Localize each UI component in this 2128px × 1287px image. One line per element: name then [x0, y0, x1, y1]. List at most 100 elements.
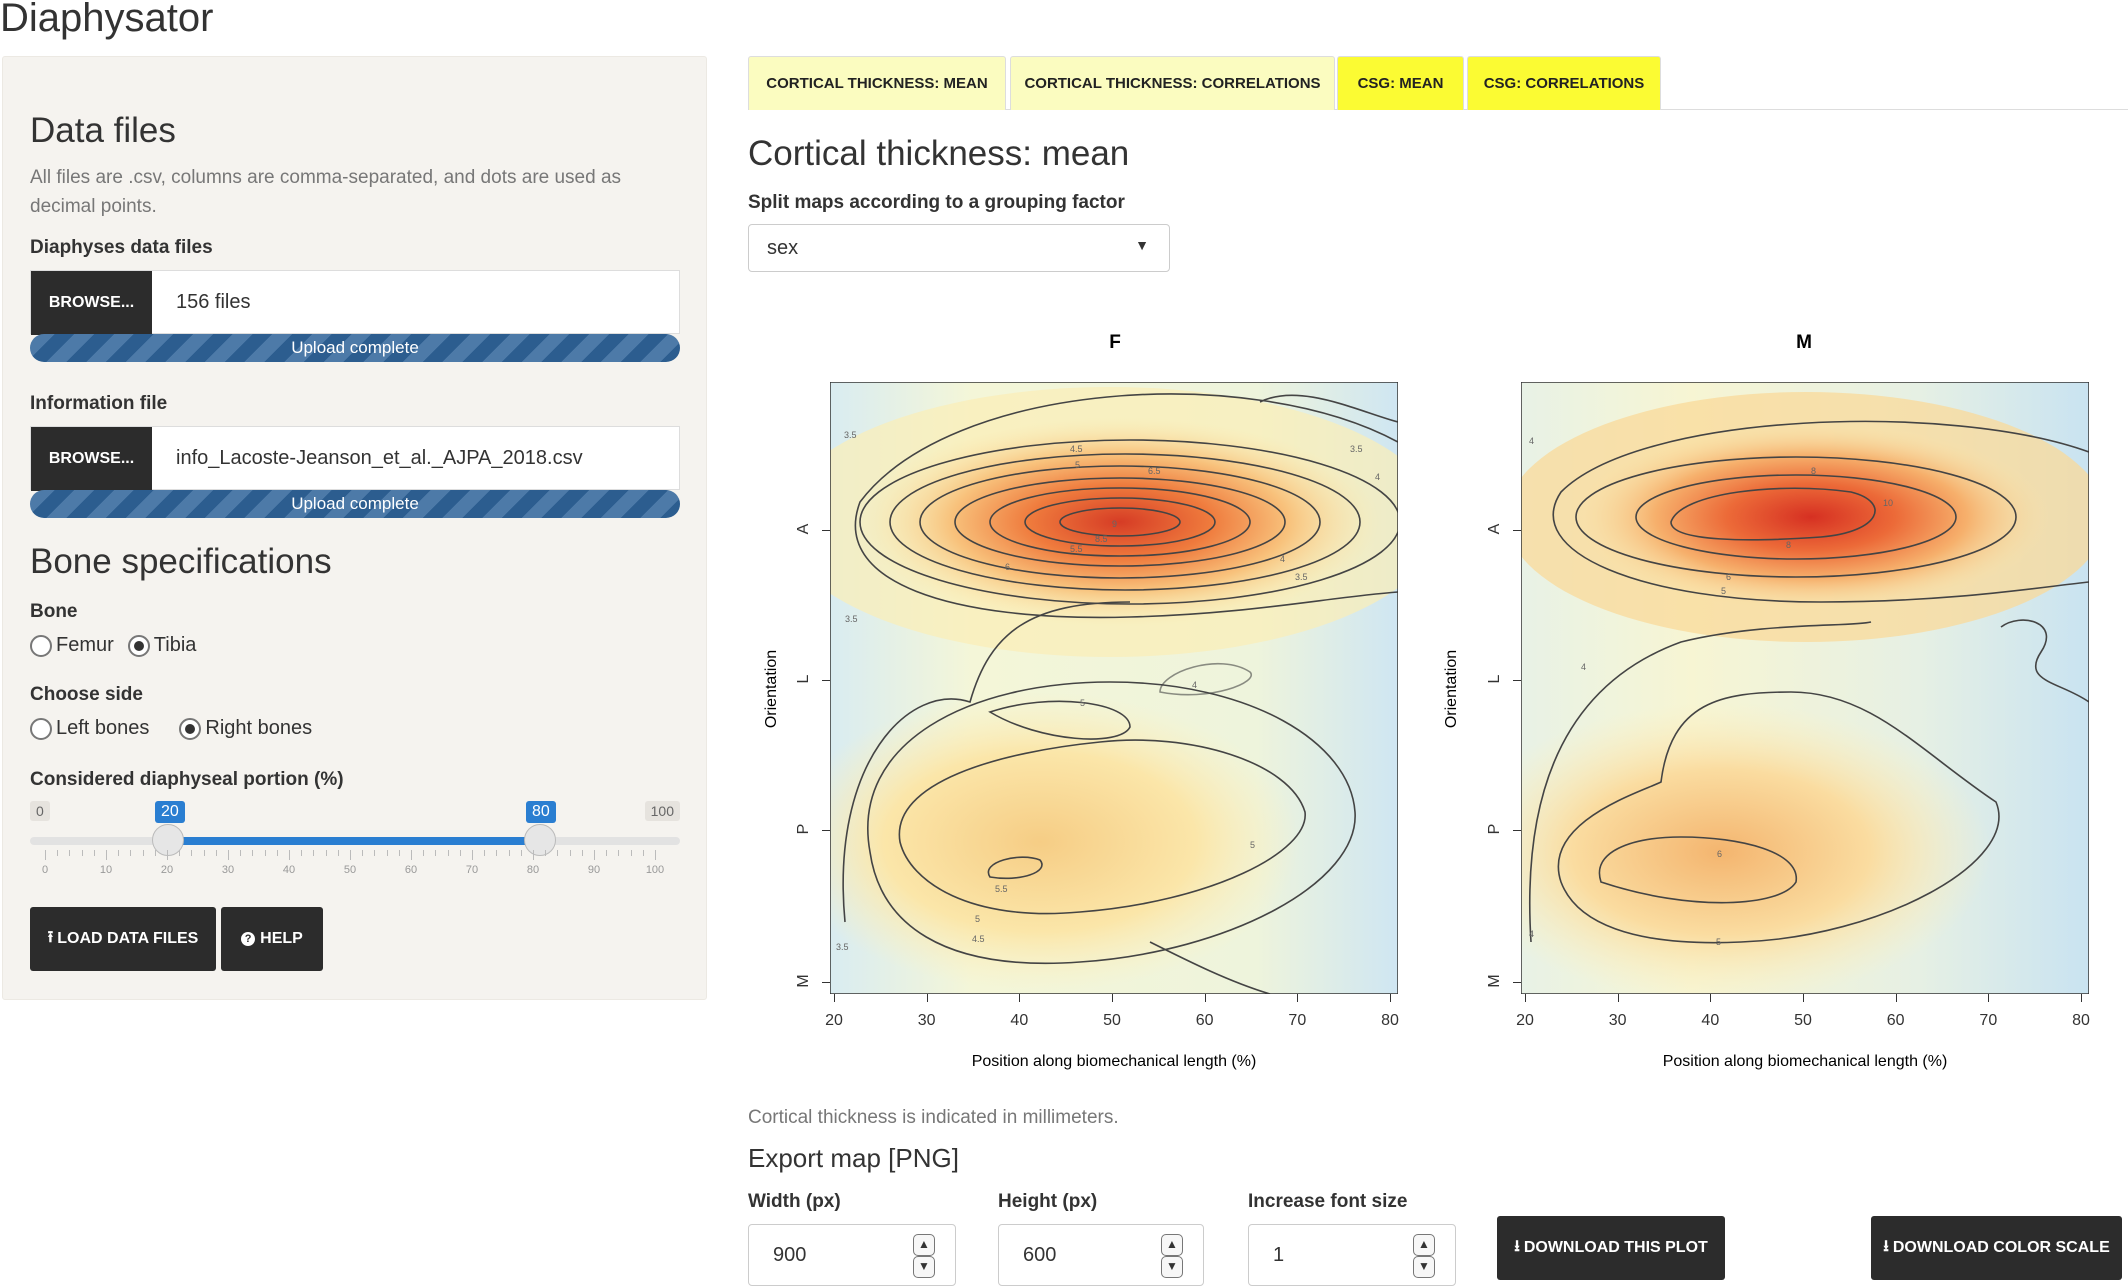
- slider-minor-tick: [630, 850, 632, 856]
- slider-minor-tick: [459, 850, 461, 856]
- portion-range-slider[interactable]: 0 100 20 80 0 10 20 30 40 50 60 70 80 90 100: [30, 800, 680, 880]
- x-tick-label: 40: [1010, 1012, 1029, 1029]
- slider-low-handle[interactable]: [152, 824, 184, 856]
- x-tick-mark: [834, 994, 835, 1002]
- side-option-right[interactable]: Right bones: [179, 717, 312, 740]
- tab-cortical-correlations[interactable]: CORTICAL THICKNESS: CORRELATIONS: [1010, 56, 1335, 110]
- bone-option-tibia[interactable]: Tibia: [127, 634, 196, 657]
- height-stepper[interactable]: ▲ ▼: [1161, 1234, 1183, 1278]
- plot-m-xlabel: Position along biomechanical length (%): [1662, 1053, 1948, 1070]
- export-heading: Export map [PNG]: [748, 1143, 959, 1173]
- left-bones-radio[interactable]: [30, 717, 52, 740]
- download-plot-button[interactable]: ⭳ DOWNLOAD THIS PLOT: [1497, 1216, 1725, 1280]
- download-color-scale-label: DOWNLOAD COLOR SCALE: [1892, 1239, 2110, 1256]
- slider-minor-tick: [496, 850, 498, 856]
- femur-radio[interactable]: [30, 634, 52, 657]
- slider-minor-tick: [581, 850, 583, 856]
- chevron-down-icon[interactable]: ▼: [1161, 1256, 1183, 1278]
- download-color-scale-button[interactable]: ⭳ DOWNLOAD COLOR SCALE: [1871, 1216, 2122, 1280]
- y-tick-label: M: [1486, 974, 1503, 988]
- y-tick-label: M: [795, 974, 812, 988]
- slider-minor-tick: [240, 850, 242, 856]
- height-value: 600: [1023, 1243, 1057, 1266]
- height-input[interactable]: 600 ▲ ▼: [998, 1224, 1204, 1286]
- width-label: Width (px): [748, 1191, 841, 1212]
- slider-minor-tick: [533, 850, 534, 860]
- font-size-input[interactable]: 1 ▲ ▼: [1248, 1224, 1456, 1286]
- font-size-stepper[interactable]: ▲ ▼: [1413, 1234, 1435, 1278]
- x-tick-label: 50: [1794, 1012, 1812, 1029]
- bone-option-femur[interactable]: Femur: [30, 634, 114, 657]
- x-tick-mark: [1112, 994, 1113, 1002]
- width-input[interactable]: 900 ▲ ▼: [748, 1224, 956, 1286]
- plot-f-posterior-region: [780, 692, 1300, 992]
- slider-minor-tick: [45, 850, 46, 860]
- split-select[interactable]: sex ▼: [748, 224, 1170, 272]
- tibia-radio[interactable]: [127, 634, 150, 657]
- svg-text:10: 10: [1883, 498, 1893, 508]
- tab-csg-mean[interactable]: CSG: MEAN: [1337, 56, 1464, 110]
- slider-max-label: 100: [644, 801, 680, 821]
- slider-minor-tick: [301, 850, 303, 856]
- y-tick-mark: [1513, 530, 1521, 531]
- side-radio-group: Left bones Right bones: [30, 717, 312, 740]
- diaphyses-label: Diaphyses data files: [30, 237, 213, 258]
- x-tick-label: 70: [1979, 1012, 1998, 1029]
- slider-tick-label: 70: [465, 864, 479, 876]
- help-button[interactable]: ? HELP: [221, 907, 323, 971]
- slider-minor-tick: [106, 850, 107, 860]
- load-data-files-button[interactable]: ⭱ LOAD DATA FILES: [30, 907, 216, 971]
- side-option-left[interactable]: Left bones: [30, 717, 149, 740]
- slider-minor-tick: [447, 850, 449, 856]
- slider-minor-tick: [191, 850, 193, 856]
- chevron-up-icon[interactable]: ▲: [1413, 1234, 1435, 1256]
- chevron-up-icon[interactable]: ▲: [1161, 1234, 1183, 1256]
- slider-minor-tick: [655, 850, 656, 860]
- plot-f-contour-labels: 3.5 4.5 5 6.5 9 8.5 5.5 6 3.5 4 3.5 4 3.5 4 5 5.5 4.…: [836, 430, 1380, 952]
- right-bones-radio[interactable]: [179, 717, 202, 740]
- width-value: 900: [773, 1243, 807, 1266]
- info-file-input[interactable]: BROWSE... info_Lacoste-Jeanson_et_al._AJ…: [30, 426, 680, 491]
- diaphyses-file-input[interactable]: BROWSE... 156 files: [30, 270, 680, 335]
- tab-csg-correlations[interactable]: CSG: CORRELATIONS: [1467, 56, 1661, 110]
- data-files-heading: Data files: [30, 111, 176, 150]
- svg-text:6: 6: [1717, 849, 1722, 859]
- svg-text:3.5: 3.5: [844, 430, 857, 440]
- diaphyses-file-value: 156 files: [176, 290, 251, 313]
- y-tick-label: P: [795, 823, 812, 835]
- slider-min-label: 0: [30, 801, 50, 821]
- slider-minor-tick: [81, 850, 83, 856]
- x-tick-label: 40: [1701, 1012, 1720, 1029]
- slider-minor-tick: [545, 850, 547, 856]
- plot-f-x-ticks: 20 30 40 50 60 70 80: [825, 994, 1399, 1034]
- upload-icon: ⭱: [47, 928, 54, 946]
- chevron-down-icon[interactable]: ▼: [913, 1256, 935, 1278]
- font-size-label: Increase font size: [1248, 1191, 1408, 1212]
- plot-m-ylabel: Orientation: [1443, 649, 1460, 729]
- width-stepper[interactable]: ▲ ▼: [913, 1234, 935, 1278]
- slider-minor-tick: [313, 850, 315, 856]
- plot-m-y-ticks: A L P M: [1471, 382, 1521, 994]
- bone-spec-heading: Bone specifications: [30, 542, 332, 581]
- tab-cortical-mean[interactable]: CORTICAL THICKNESS: MEAN: [748, 56, 1006, 110]
- y-tick-mark: [1513, 830, 1521, 831]
- chevron-up-icon[interactable]: ▲: [913, 1234, 935, 1256]
- slider-high-handle[interactable]: [524, 824, 556, 856]
- svg-text:4.5: 4.5: [1070, 444, 1083, 454]
- svg-text:5: 5: [1721, 586, 1726, 596]
- diaphyses-browse-button[interactable]: BROWSE...: [31, 271, 152, 335]
- right-bones-label: Right bones: [205, 717, 313, 739]
- svg-text:4: 4: [1529, 436, 1534, 446]
- split-select-value: sex: [767, 236, 799, 259]
- chevron-down-icon[interactable]: ▼: [1413, 1256, 1435, 1278]
- height-label: Height (px): [998, 1191, 1098, 1212]
- slider-tick-label: 50: [343, 864, 357, 876]
- plot-f-ylabel: Orientation: [763, 649, 780, 729]
- left-bones-label: Left bones: [56, 717, 150, 739]
- slider-minor-tick: [142, 850, 144, 856]
- slider-minor-tick: [154, 850, 156, 856]
- slider-minor-tick: [325, 850, 327, 856]
- y-tick-label: L: [1486, 674, 1503, 684]
- info-browse-button[interactable]: BROWSE...: [31, 427, 152, 491]
